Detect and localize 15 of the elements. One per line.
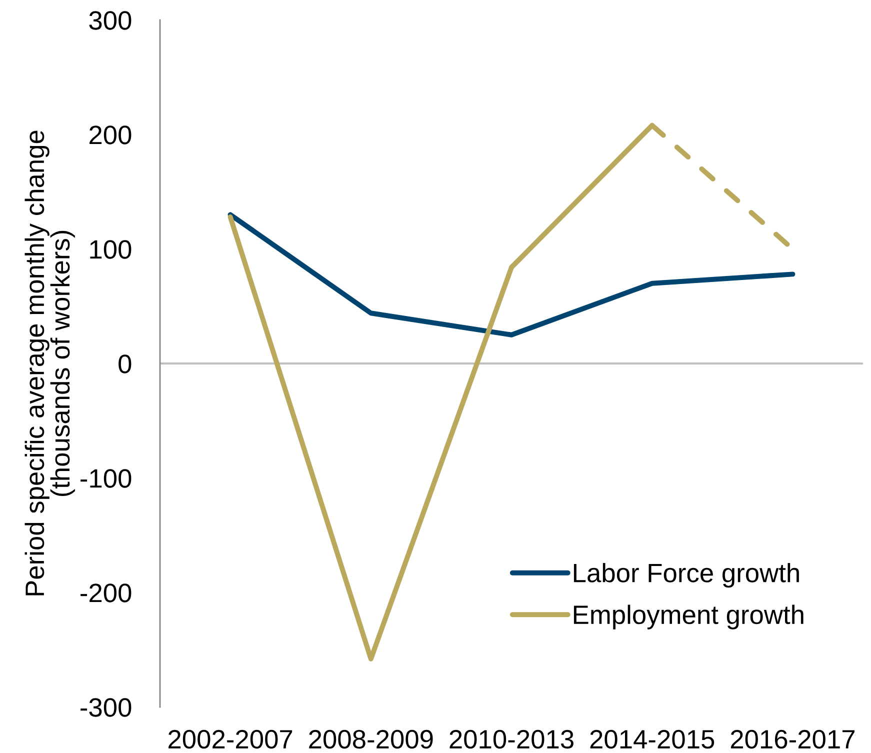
y-axis-title: Period specific average monthly change (thousands of workers) bbox=[24, 130, 75, 596]
y-tick-label: -300 bbox=[80, 698, 132, 717]
legend-label: Employment growth bbox=[574, 604, 804, 630]
x-tick-label: 2002-2007 bbox=[168, 730, 292, 749]
x-tick-label: 2008-2009 bbox=[309, 730, 433, 749]
x-tick-label: 2016-2017 bbox=[730, 730, 854, 749]
x-tick-label: 2010-2013 bbox=[450, 730, 574, 749]
legend-label: Labor Force growth bbox=[574, 562, 799, 588]
x-tick-label: 2014-2015 bbox=[590, 730, 714, 749]
y-tick-label: -200 bbox=[80, 584, 132, 602]
y-tick-label: 200 bbox=[90, 126, 132, 144]
y-tick-label: 100 bbox=[90, 240, 132, 259]
y-tick-label: 300 bbox=[89, 11, 132, 30]
y-tick-label: -100 bbox=[80, 469, 132, 488]
y-tick-label: 0 bbox=[118, 354, 132, 374]
